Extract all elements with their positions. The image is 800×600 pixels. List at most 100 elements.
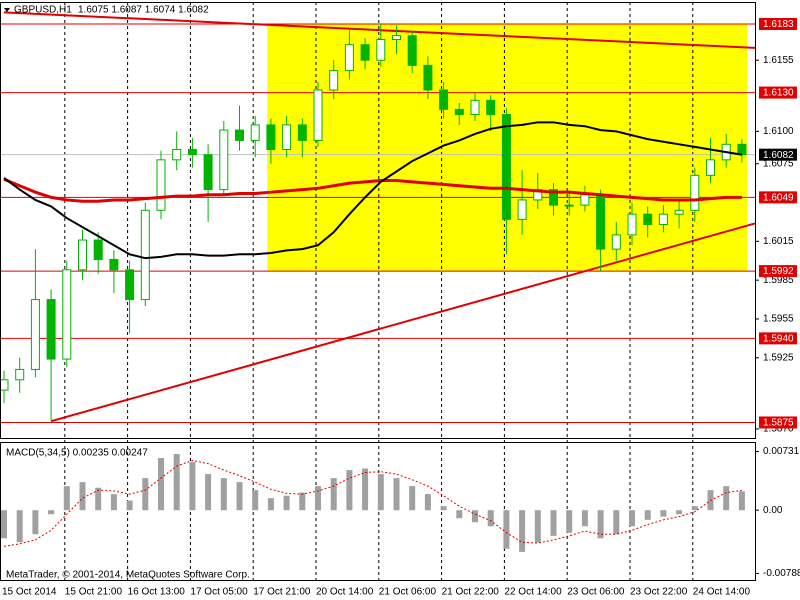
macd-bar bbox=[377, 474, 384, 511]
x-tick-label: 22 Oct 14:00 bbox=[504, 587, 562, 598]
x-tick-label: 17 Oct 21:00 bbox=[253, 587, 311, 598]
macd-bar bbox=[220, 478, 227, 511]
candle-body bbox=[203, 154, 213, 191]
macd-bar bbox=[519, 510, 526, 552]
candle-body bbox=[313, 89, 323, 141]
trendline bbox=[3, 11, 756, 49]
candle-body bbox=[580, 194, 590, 206]
copyright: MetaTrader, © 2001-2014, MetaQuotes Soft… bbox=[6, 570, 250, 581]
candle-body bbox=[486, 99, 496, 116]
macd-bar bbox=[550, 510, 557, 536]
candle-body bbox=[376, 39, 386, 61]
macd-bar bbox=[48, 510, 55, 515]
macd-bar bbox=[63, 486, 70, 511]
y-tick-label: 1.5870 bbox=[763, 424, 794, 435]
macd-bar bbox=[189, 462, 196, 511]
candle-body bbox=[172, 148, 182, 161]
macd-bar bbox=[95, 487, 102, 511]
x-tick-label: 15 Oct 21:00 bbox=[65, 587, 123, 598]
moving-average bbox=[3, 121, 743, 260]
y-tick-label: 1.5925 bbox=[763, 352, 794, 363]
menu-arrow bbox=[4, 8, 10, 12]
candle-body bbox=[219, 129, 229, 191]
macd-bar bbox=[126, 500, 133, 511]
macd-bar bbox=[409, 486, 416, 511]
macd-bar bbox=[79, 482, 86, 511]
main-frame bbox=[0, 2, 756, 439]
candle-body bbox=[15, 368, 25, 381]
candle-body bbox=[643, 213, 653, 226]
candle-body bbox=[0, 379, 9, 391]
macd-bar bbox=[252, 490, 259, 511]
macd-bar bbox=[676, 510, 683, 515]
ohlc-text: 1.6075 1.6087 1.6074 1.6082 bbox=[78, 5, 209, 16]
x-tick-label: 20 Oct 14:00 bbox=[316, 587, 374, 598]
y-tick-label: 1.5985 bbox=[763, 275, 794, 286]
macd-bar bbox=[362, 468, 369, 511]
y-tick-label: 1.5955 bbox=[763, 314, 794, 325]
candle-body bbox=[109, 258, 119, 271]
macd-bar bbox=[629, 510, 635, 527]
candle-body bbox=[344, 44, 354, 72]
x-tick-label: 23 Oct 06:00 bbox=[567, 587, 625, 598]
macd-signal bbox=[3, 459, 742, 547]
macd-bar bbox=[205, 474, 212, 511]
macd-y-tick-label: -0.00788 bbox=[763, 568, 800, 579]
candle-body bbox=[235, 129, 244, 141]
candle-body bbox=[297, 124, 307, 141]
x-tick-label: 21 Oct 22:00 bbox=[442, 587, 500, 598]
macd-bar bbox=[267, 498, 274, 511]
macd-bar bbox=[581, 510, 588, 527]
candle-body bbox=[627, 213, 637, 236]
candle-body bbox=[517, 199, 527, 220]
level-label: 1.6183 bbox=[763, 19, 794, 30]
macd-bar bbox=[299, 492, 306, 511]
macd-bar bbox=[613, 510, 620, 535]
x-tick-label: 23 Oct 22:00 bbox=[630, 587, 688, 598]
level-label-box bbox=[759, 332, 797, 345]
macd-bar bbox=[472, 510, 478, 523]
macd-bar bbox=[315, 486, 321, 511]
candle-body bbox=[549, 189, 558, 206]
candle-body bbox=[658, 213, 668, 226]
y-tick-label: 1.6100 bbox=[763, 126, 794, 137]
candle-body bbox=[674, 209, 684, 215]
candle-body bbox=[329, 70, 339, 91]
level-label-box bbox=[759, 416, 797, 429]
macd-title: MACD(5,34,5) 0.00235 0.00247 bbox=[6, 448, 148, 459]
macd-bar bbox=[393, 478, 400, 511]
level-label: 1.5875 bbox=[763, 418, 794, 429]
candle-body bbox=[93, 239, 103, 260]
current-price-label: 1.6082 bbox=[763, 150, 794, 161]
candle-body bbox=[439, 89, 449, 110]
candle-body bbox=[30, 299, 40, 370]
macd-bar bbox=[346, 470, 353, 511]
macd-frame bbox=[0, 442, 756, 581]
candle-body bbox=[392, 35, 401, 41]
level-label: 1.6130 bbox=[763, 88, 794, 99]
macd-bar bbox=[644, 510, 651, 520]
macd-bar bbox=[330, 478, 337, 511]
macd-bar bbox=[236, 482, 243, 511]
macd-bar bbox=[158, 458, 164, 511]
macd-bar bbox=[487, 510, 494, 527]
candle-body bbox=[690, 174, 700, 211]
macd-bar bbox=[660, 510, 667, 517]
candle-body bbox=[46, 299, 56, 360]
x-tick-label: 24 Oct 14:00 bbox=[693, 587, 751, 598]
x-tick-label: 17 Oct 05:00 bbox=[190, 587, 248, 598]
y-tick-label: 1.6075 bbox=[763, 158, 794, 169]
candle-body bbox=[140, 209, 150, 301]
macd-bar bbox=[456, 510, 463, 519]
macd-bar bbox=[16, 510, 23, 543]
level-label-box bbox=[759, 265, 797, 278]
candle-body bbox=[470, 99, 480, 116]
level-label-box bbox=[759, 17, 797, 30]
y-tick-label: 1.6155 bbox=[763, 55, 794, 66]
candle-body bbox=[706, 159, 715, 176]
macd-bar bbox=[597, 510, 604, 539]
candle-body bbox=[611, 234, 621, 250]
level-label: 1.6049 bbox=[763, 192, 794, 203]
macd-bar bbox=[173, 454, 180, 511]
